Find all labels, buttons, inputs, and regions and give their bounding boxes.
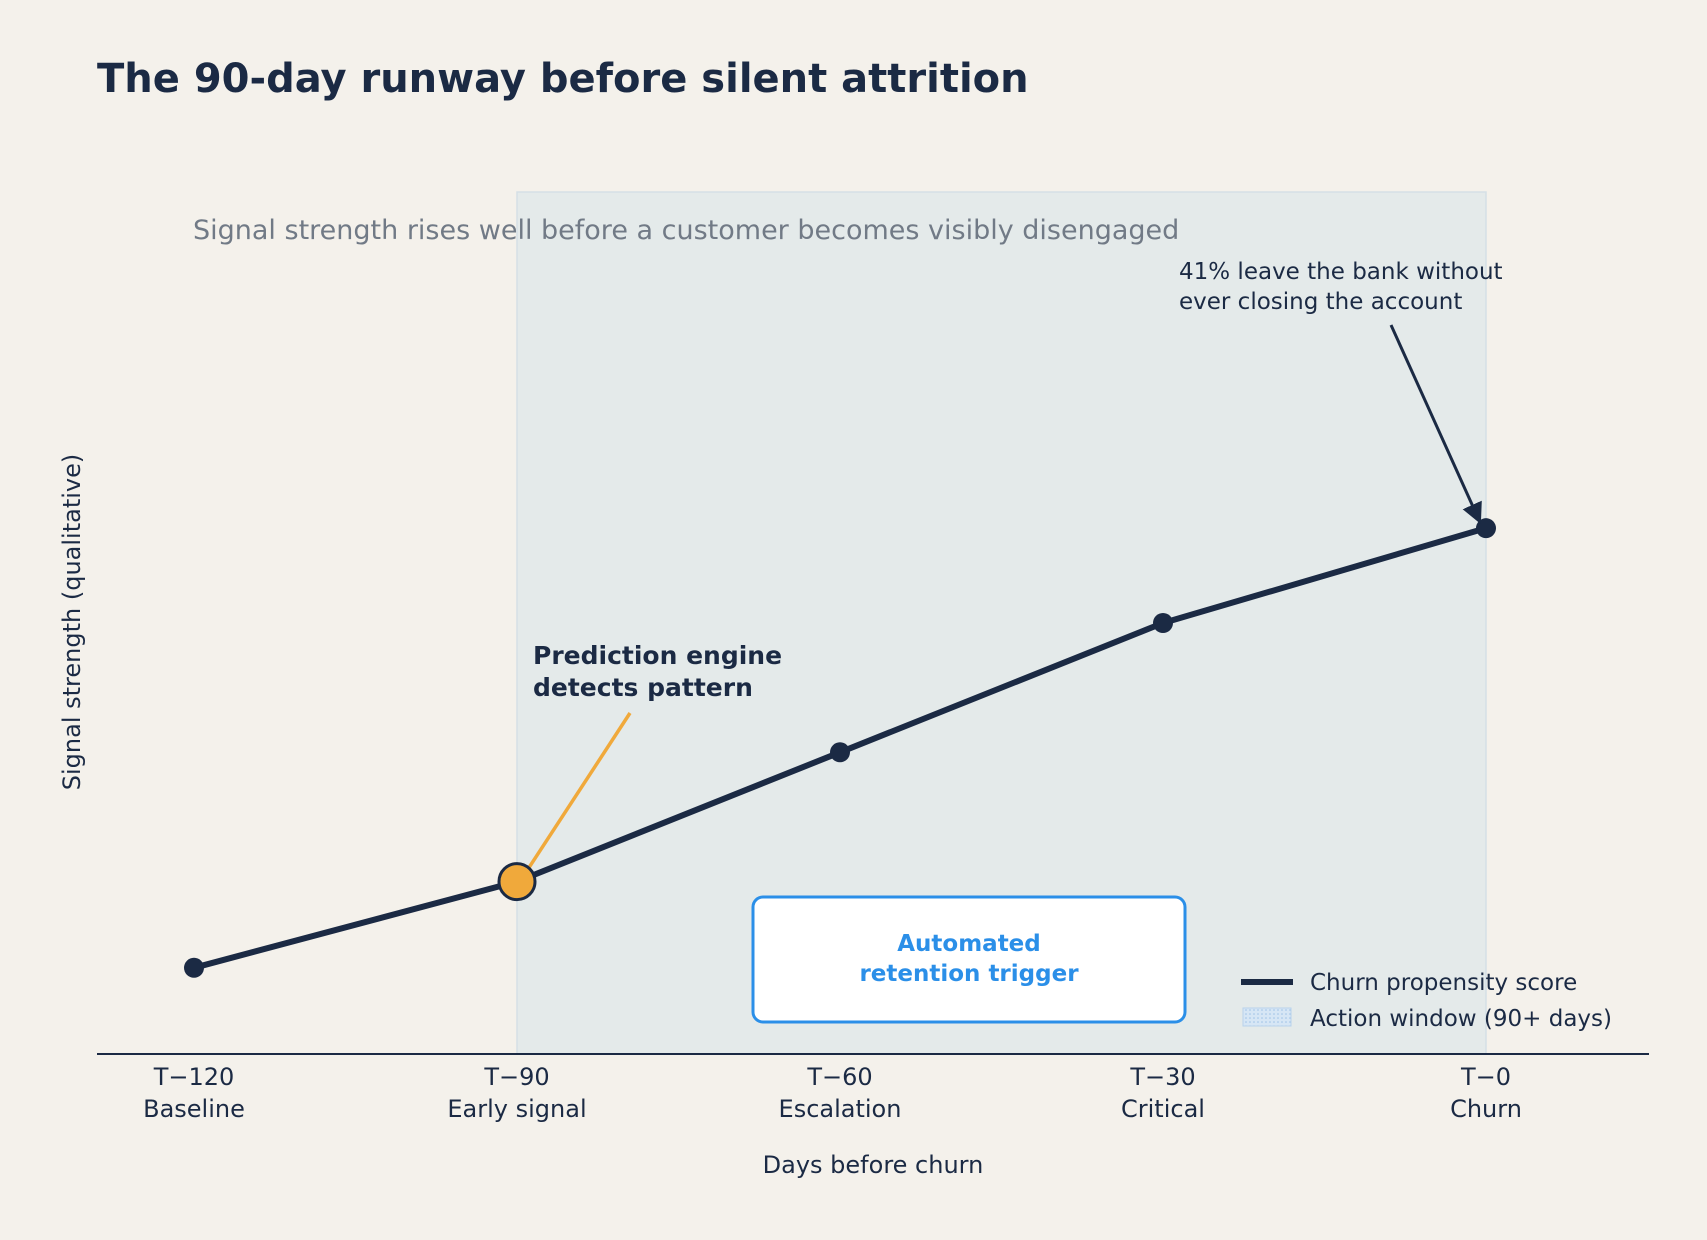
retention-trigger-box xyxy=(751,895,1187,1024)
data-point xyxy=(1153,613,1173,633)
highlight-data-point xyxy=(497,862,537,902)
detect-annotation-line2: detects pattern xyxy=(533,673,753,702)
leave-annotation-line2: ever closing the account xyxy=(1179,289,1462,315)
x-tick-label: T−90 xyxy=(483,1063,549,1091)
legend: Churn propensity score Action window (90… xyxy=(1241,970,1612,1032)
y-axis-label: Signal strength (qualitative) xyxy=(58,454,86,790)
x-axis-label: Days before churn xyxy=(763,1151,984,1179)
detect-annotation-connector xyxy=(527,712,632,869)
data-point xyxy=(184,957,204,978)
retention-trigger-line2: retention trigger xyxy=(859,961,1079,987)
legend-label-series: Churn propensity score xyxy=(1310,970,1577,996)
chart-title: The 90-day runway before silent attritio… xyxy=(97,56,1029,102)
x-tick-label: T−120 xyxy=(153,1063,235,1091)
chart-subtitle: Signal strength rises well before a cust… xyxy=(193,215,1179,246)
detect-annotation-line1: Prediction engine xyxy=(533,641,782,670)
x-tick-label: T−0 xyxy=(1460,1063,1511,1091)
x-tick-sublabel: Baseline xyxy=(143,1095,245,1123)
data-point xyxy=(830,742,850,763)
x-tick-sublabel: Critical xyxy=(1121,1095,1205,1123)
x-tick-sublabel: Escalation xyxy=(779,1095,902,1123)
x-tick-sublabel: Churn xyxy=(1450,1095,1522,1123)
leave-annotation-line1: 41% leave the bank without xyxy=(1179,259,1503,285)
legend-label-action-window: Action window (90+ days) xyxy=(1310,1006,1612,1032)
leave-annotation-arrow xyxy=(1389,324,1482,525)
x-tick-label: T−60 xyxy=(806,1063,872,1091)
legend-swatch-window xyxy=(1242,1007,1292,1027)
x-tick-labels: T−120 Baseline T−90 Early signal T−60 Escalat… xyxy=(143,1063,1522,1123)
retention-trigger-line1: Automated xyxy=(897,931,1041,957)
x-tick-label: T−30 xyxy=(1129,1063,1195,1091)
x-tick-sublabel: Early signal xyxy=(447,1095,586,1123)
data-points xyxy=(184,518,1496,978)
